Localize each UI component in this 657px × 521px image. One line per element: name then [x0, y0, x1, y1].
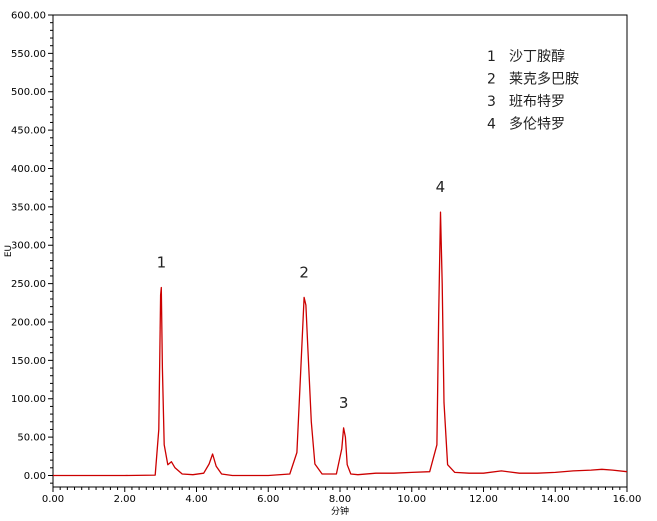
legend-compound-name: 沙丁胺醇 — [509, 48, 565, 65]
legend-compound-name: 班布特罗 — [509, 94, 565, 110]
y-tick-label: 600.00 — [11, 11, 46, 22]
y-tick-label: 250.00 — [11, 279, 46, 290]
x-axis-title: 分钟 — [331, 505, 349, 517]
y-tick-label: 500.00 — [11, 87, 46, 98]
x-tick-label: 10.00 — [397, 494, 426, 505]
y-axis-title: EU — [4, 245, 14, 257]
peak-label-3: 3 — [339, 394, 349, 412]
y-axis: 0.00 50.00 100.00 150.00 200.00 250.00 300.00 3… — [11, 11, 53, 484]
legend-compound-name: 多伦特罗 — [509, 116, 565, 133]
peak-labels: 1 2 3 4 — [157, 178, 446, 412]
y-tick-label: 150.00 — [11, 356, 46, 367]
x-tick-label: 2.00 — [114, 494, 136, 505]
x-tick-label: 6.00 — [257, 494, 279, 505]
x-tick-label: 14.00 — [541, 494, 570, 505]
y-tick-label: 0.00 — [24, 471, 46, 482]
y-tick-label: 200.00 — [11, 317, 46, 328]
y-tick-label: 50.00 — [17, 433, 46, 444]
legend-number: 1 — [487, 49, 496, 65]
x-tick-label: 4.00 — [185, 494, 207, 505]
legend-number: 4 — [487, 117, 496, 133]
y-tick-label: 300.00 — [11, 241, 46, 252]
y-tick-label: 100.00 — [11, 394, 46, 405]
legend-number: 2 — [487, 72, 496, 88]
series-layer — [53, 211, 628, 477]
x-tick-label: 8.00 — [329, 494, 351, 505]
y-tick-label: 350.00 — [11, 202, 46, 213]
peak-label-1: 1 — [157, 253, 167, 271]
y-tick-label: 450.00 — [11, 126, 46, 137]
legend-compound-name: 莱克多巴胺 — [509, 71, 579, 88]
x-tick-label: 12.00 — [469, 494, 498, 505]
chromatogram-trace — [53, 211, 628, 477]
y-tick-label: 550.00 — [11, 49, 46, 60]
legend: 1 沙丁胺醇 2 莱克多巴胺 3 班布特罗 4 多伦特罗 — [487, 48, 579, 133]
x-tick-label: 0.00 — [42, 494, 64, 505]
peak-label-4: 4 — [436, 178, 446, 196]
x-tick-label: 16.00 — [613, 494, 642, 505]
x-axis: 0.00 2.00 4.00 6.00 8.00 10.00 12.00 14.00 16.00 — [42, 487, 641, 505]
y-tick-label: 400.00 — [11, 164, 46, 175]
peak-label-2: 2 — [299, 263, 309, 281]
legend-number: 3 — [487, 94, 496, 110]
